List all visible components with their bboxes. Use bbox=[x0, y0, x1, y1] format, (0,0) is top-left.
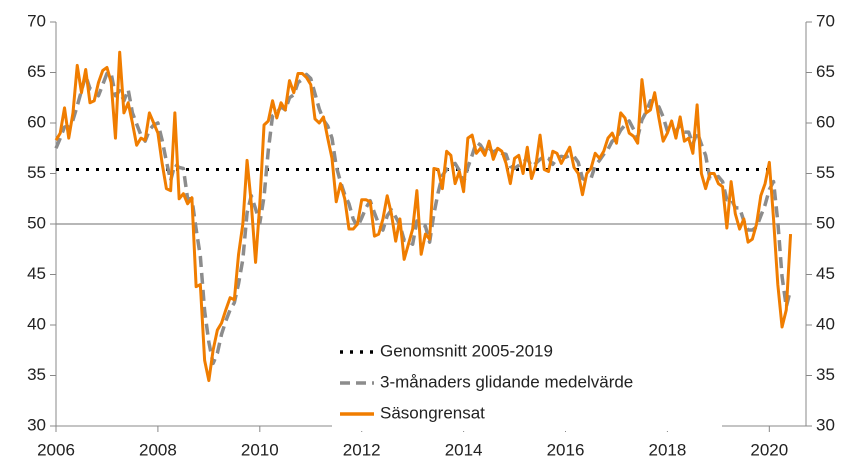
x-tick-label: 2018 bbox=[648, 440, 686, 459]
legend-label: Genomsnitt 2005-2019 bbox=[380, 341, 553, 360]
x-tick-label: 2006 bbox=[37, 440, 75, 459]
x-tick-label: 2014 bbox=[445, 440, 483, 459]
x-tick-label: 2020 bbox=[750, 440, 788, 459]
y-tick-label: 70 bbox=[27, 11, 46, 30]
y2-tick-label: 70 bbox=[816, 11, 835, 30]
legend-label: 3-månaders glidande medelvärde bbox=[380, 372, 633, 391]
y-tick-label: 30 bbox=[27, 415, 46, 434]
y-tick-label: 45 bbox=[27, 264, 46, 283]
y2-tick-label: 40 bbox=[816, 314, 835, 333]
y-tick-label: 40 bbox=[27, 314, 46, 333]
legend-label: Säsongrensat bbox=[380, 403, 485, 422]
y-tick-label: 35 bbox=[27, 365, 46, 384]
x-tick-label: 2016 bbox=[547, 440, 585, 459]
y2-tick-label: 35 bbox=[816, 365, 835, 384]
y-tick-label: 55 bbox=[27, 163, 46, 182]
y2-tick-label: 55 bbox=[816, 163, 835, 182]
y-tick-label: 65 bbox=[27, 62, 46, 81]
y-tick-label: 50 bbox=[27, 213, 46, 232]
y2-tick-label: 60 bbox=[816, 112, 835, 131]
x-tick-label: 2008 bbox=[139, 440, 177, 459]
x-tick-label: 2012 bbox=[343, 440, 381, 459]
legend-background bbox=[332, 336, 722, 431]
series-line bbox=[54, 50, 793, 383]
y-tick-label: 60 bbox=[27, 112, 46, 131]
y2-tick-label: 65 bbox=[816, 62, 835, 81]
y2-tick-label: 50 bbox=[816, 213, 835, 232]
y2-tick-label: 45 bbox=[816, 264, 835, 283]
y2-tick-label: 30 bbox=[816, 415, 835, 434]
legend: Genomsnitt 2005-2019 3-månaders glidande … bbox=[332, 336, 722, 431]
x-tick-label: 2010 bbox=[241, 440, 279, 459]
